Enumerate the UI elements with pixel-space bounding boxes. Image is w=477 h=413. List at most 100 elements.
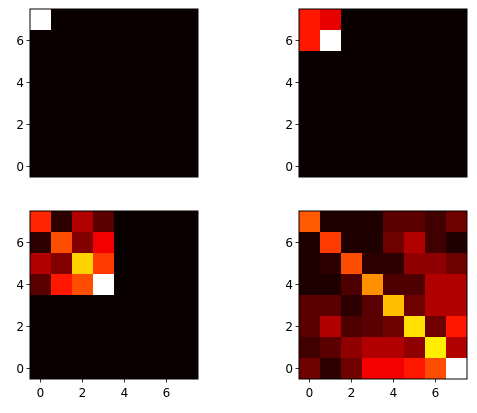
heatmap-cell (51, 51, 73, 73)
heatmap-cell (404, 9, 426, 31)
heatmap-cell (135, 156, 157, 178)
heatmap-cell (51, 93, 73, 115)
heatmap-cell (404, 30, 426, 52)
heatmap-cell (156, 93, 178, 115)
heatmap-cell (93, 135, 115, 157)
heatmap-cell (425, 253, 447, 275)
heatmap-cell (341, 316, 363, 338)
heatmap-cell (93, 72, 115, 94)
heatmap-cell (404, 253, 426, 275)
heatmap-cell (404, 135, 426, 157)
y-tick-label: 6 (285, 236, 293, 250)
heatmap-cell (93, 93, 115, 115)
heatmap-cell (156, 211, 178, 233)
heatmap-cell (93, 337, 115, 359)
heatmap-cell (383, 135, 405, 157)
heatmap-cell (446, 316, 468, 338)
heatmap-cell (114, 30, 136, 52)
heatmap-cell (362, 295, 384, 317)
heatmap-cell (114, 316, 136, 338)
heatmap-cell (114, 93, 136, 115)
heatmap-cell (177, 156, 199, 178)
heatmap-cell (446, 135, 468, 157)
y-tick-label: 2 (16, 118, 24, 132)
heatmap-cell (51, 337, 73, 359)
heatmap-cell (446, 337, 468, 359)
heatmap-cell (93, 9, 115, 31)
heatmap-cell (320, 337, 342, 359)
heatmap-cell (362, 9, 384, 31)
y-tick-label: 0 (16, 362, 24, 376)
heatmap-cell (341, 337, 363, 359)
heatmap-cell (156, 30, 178, 52)
heatmap-cell (51, 316, 73, 338)
heatmap-cell (404, 358, 426, 380)
heatmap-cell (135, 337, 157, 359)
heatmap-cell (114, 358, 136, 380)
heatmap-cell (72, 135, 94, 157)
heatmap-cell (177, 211, 199, 233)
heatmap-cell (30, 274, 52, 296)
heatmap-cell (425, 295, 447, 317)
heatmap-cell (135, 316, 157, 338)
heatmap-cell (383, 337, 405, 359)
heatmap-cell (30, 9, 52, 31)
y-tick-label: 0 (285, 362, 293, 376)
heatmap-cell (93, 274, 115, 296)
heatmap-cell (156, 72, 178, 94)
heatmap-cell (93, 232, 115, 254)
heatmap-cell (341, 9, 363, 31)
heatmap-cell (93, 30, 115, 52)
heatmap-cell (383, 156, 405, 178)
heatmap-cell (72, 316, 94, 338)
heatmap-cell (51, 211, 73, 233)
heatmap-cell (135, 274, 157, 296)
heatmap-cell (341, 211, 363, 233)
heatmap-cell (135, 358, 157, 380)
heatmap-cell (72, 51, 94, 73)
y-tick-label: 2 (16, 320, 24, 334)
heatmap-cell (341, 253, 363, 275)
heatmap-cell (425, 114, 447, 136)
heatmap-cell (362, 30, 384, 52)
heatmap-cell (93, 295, 115, 317)
heatmap-cell (156, 337, 178, 359)
heatmap-cell (30, 30, 52, 52)
heatmap-cell (383, 232, 405, 254)
heatmap-cell (51, 232, 73, 254)
heatmap-cell (135, 30, 157, 52)
heatmap-cell (404, 316, 426, 338)
heatmap-cell (383, 211, 405, 233)
heatmap-cell (30, 211, 52, 233)
heatmap-cell (341, 51, 363, 73)
heatmap-cell (299, 232, 321, 254)
heatmap-cell (299, 156, 321, 178)
axes-frame (29, 8, 199, 178)
heatmap-cell (320, 232, 342, 254)
heatmap-cell (156, 9, 178, 31)
heatmap-cell (135, 295, 157, 317)
heatmap-cell (341, 93, 363, 115)
heatmap-cell (362, 211, 384, 233)
heatmap-cell (362, 93, 384, 115)
heatmap-cell (72, 253, 94, 275)
heatmap-cell (362, 51, 384, 73)
heatmap-cell (114, 72, 136, 94)
heatmap-cell (177, 253, 199, 275)
heatmap-cell (93, 211, 115, 233)
heatmap-cell (30, 93, 52, 115)
heatmap-cell (114, 337, 136, 359)
y-tick-label: 6 (16, 34, 24, 48)
heatmap-cell (404, 72, 426, 94)
heatmap-cell (383, 93, 405, 115)
y-tick-label: 4 (285, 278, 293, 292)
heatmap-cell (446, 156, 468, 178)
heatmap-cell (383, 30, 405, 52)
heatmap-cell (425, 30, 447, 52)
heatmap-cell (362, 72, 384, 94)
heatmap-cell (425, 232, 447, 254)
heatmap-cell (425, 316, 447, 338)
heatmap-cell (30, 295, 52, 317)
heatmap-cell (299, 295, 321, 317)
